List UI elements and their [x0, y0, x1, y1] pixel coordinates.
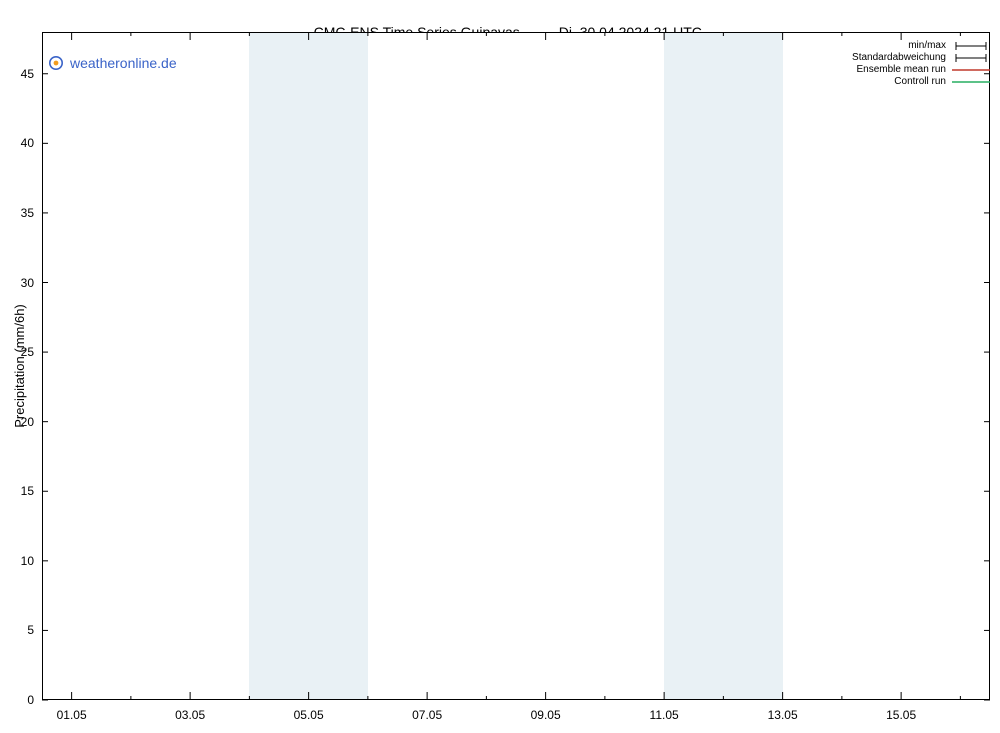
x-tick-label: 05.05: [294, 708, 324, 722]
y-tick-label: 45: [21, 67, 34, 81]
x-tick-label: 07.05: [412, 708, 442, 722]
watermark: weatheronline.de: [48, 55, 177, 71]
x-tick-label: 13.05: [768, 708, 798, 722]
x-tick-label: 09.05: [531, 708, 561, 722]
legend-swatch: [952, 41, 990, 51]
plot-area: 05101520253035404501.0503.0505.0507.0509…: [42, 32, 990, 700]
plot-frame-svg: [42, 32, 990, 700]
y-tick-label: 40: [21, 136, 34, 150]
legend-item: Controll run: [852, 76, 990, 88]
legend-swatch: [952, 77, 990, 87]
legend: min/maxStandardabweichungEnsemble mean r…: [852, 40, 990, 88]
watermark-icon: [48, 55, 64, 71]
legend-label: Controll run: [894, 76, 946, 88]
y-tick-label: 5: [27, 623, 34, 637]
x-tick-label: 15.05: [886, 708, 916, 722]
y-tick-label: 15: [21, 484, 34, 498]
y-tick-label: 10: [21, 554, 34, 568]
legend-label: Standardabweichung: [852, 52, 946, 64]
legend-item: min/max: [852, 40, 990, 52]
y-tick-label: 35: [21, 206, 34, 220]
legend-label: min/max: [908, 40, 946, 52]
legend-item: Standardabweichung: [852, 52, 990, 64]
legend-swatch: [952, 65, 990, 75]
chart-container: CMC-ENS Time Series Guipavas Di. 30.04.2…: [0, 0, 1000, 733]
legend-label: Ensemble mean run: [857, 64, 947, 76]
x-tick-label: 01.05: [57, 708, 87, 722]
watermark-text: weatheronline.de: [70, 55, 177, 71]
y-axis-label: Precipitation (mm/6h): [12, 304, 27, 428]
y-tick-label: 30: [21, 276, 34, 290]
legend-item: Ensemble mean run: [852, 64, 990, 76]
legend-swatch: [952, 53, 990, 63]
x-tick-label: 03.05: [175, 708, 205, 722]
y-tick-label: 0: [27, 693, 34, 707]
x-tick-label: 11.05: [650, 708, 679, 722]
